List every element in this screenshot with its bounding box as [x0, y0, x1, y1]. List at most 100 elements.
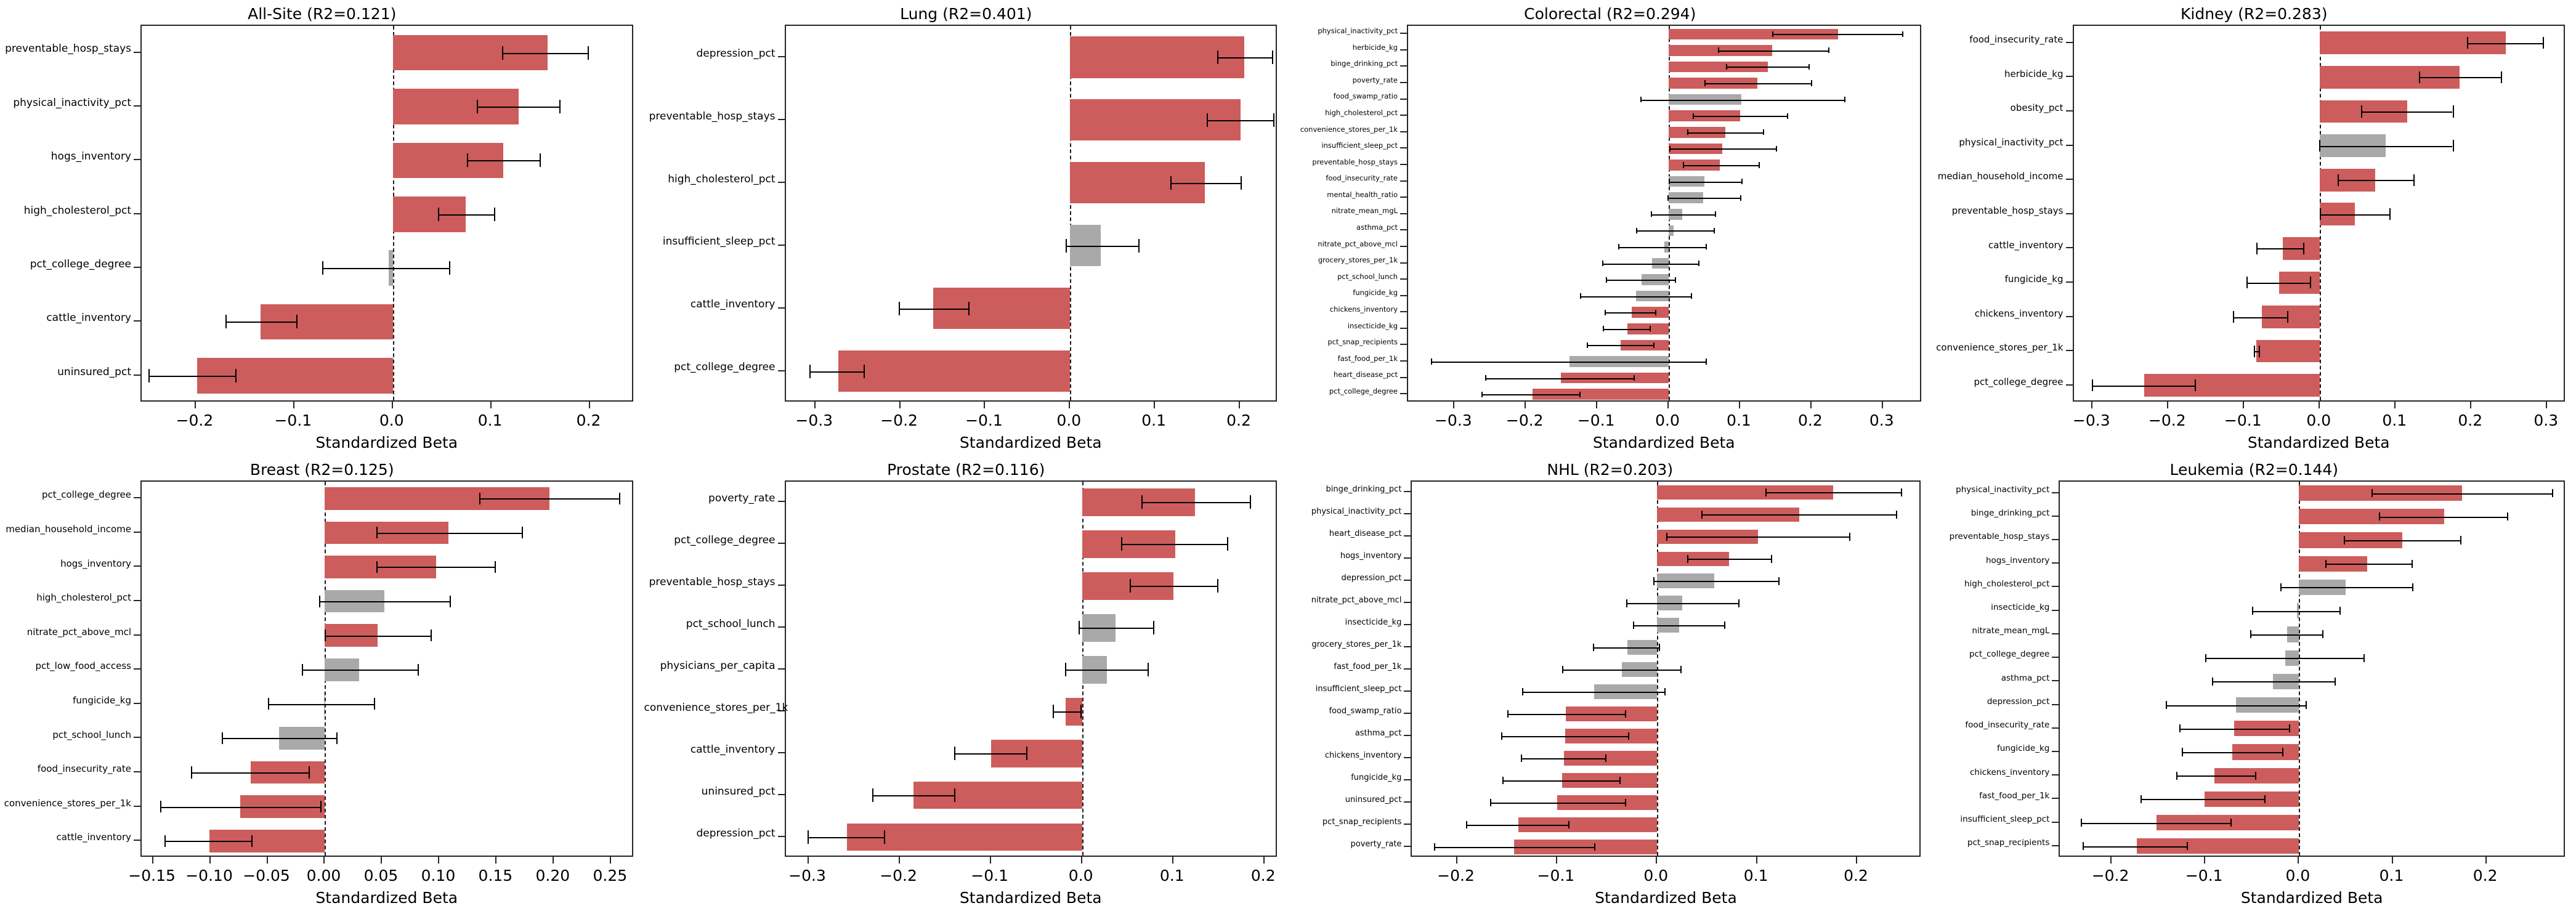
- error-bar-cap: [1602, 260, 1604, 267]
- error-bar-cap: [2141, 795, 2142, 803]
- error-bar-cap: [1586, 342, 1588, 348]
- x-axis-tick: [495, 857, 497, 864]
- error-bar-cap: [1667, 195, 1669, 201]
- error-bar-cap: [1901, 488, 1903, 496]
- y-axis-tick: [2052, 821, 2059, 823]
- error-bar-cap: [1481, 391, 1483, 397]
- x-axis-tick-label: −0.1: [965, 411, 1003, 429]
- x-axis-tick: [1172, 857, 1173, 864]
- error-bar: [1129, 586, 1217, 588]
- x-axis-tick-label: 0.25: [593, 867, 628, 885]
- x-axis-tick: [266, 857, 268, 864]
- error-bar: [2082, 846, 2187, 848]
- error-bar: [1653, 581, 1778, 583]
- panel-title: Breast (R2=0.125): [249, 460, 394, 479]
- bar: [1669, 160, 1720, 171]
- panel-kidney: Kidney (R2=0.283) food_insecurity_rate her…: [1932, 0, 2576, 456]
- y-axis-tick: [2052, 703, 2059, 705]
- plot-area: [2059, 480, 2565, 857]
- y-axis-tick-label: pct_low_food_access: [35, 660, 131, 672]
- x-axis-tick-label: −0.1: [1577, 411, 1615, 429]
- error-bar-cap: [2335, 677, 2336, 686]
- error-bar: [2337, 180, 2413, 182]
- bar: [2285, 650, 2299, 666]
- error-bar-cap: [1619, 776, 1621, 785]
- error-bar-cap: [1490, 798, 1492, 807]
- error-bar: [502, 52, 588, 54]
- error-bar-cap: [1687, 555, 1688, 563]
- error-bar-cap: [1121, 537, 1123, 551]
- y-axis-tick-label: poverty_rate: [1352, 75, 1398, 84]
- error-bar-cap: [2254, 771, 2256, 780]
- bar: [1082, 655, 1107, 684]
- bar: [389, 250, 393, 286]
- y-axis-tick: [134, 565, 140, 567]
- error-bar-cap: [2413, 174, 2415, 186]
- error-bar-cap: [322, 261, 323, 275]
- error-bar-cap: [1649, 326, 1651, 332]
- error-bar-cap: [2182, 748, 2184, 756]
- error-bar-cap: [2176, 771, 2178, 780]
- bar: [2236, 697, 2299, 713]
- error-bar: [2092, 385, 2195, 387]
- bar: [2299, 509, 2445, 525]
- y-axis-tick: [777, 668, 785, 670]
- y-axis-tick: [777, 501, 785, 503]
- error-bar-cap: [1693, 113, 1695, 119]
- bar: [2256, 339, 2320, 363]
- x-axis-tick: [2391, 857, 2393, 864]
- y-axis-tick-label: binge_drinking_pct: [1970, 508, 2050, 519]
- y-axis-tick-label: nitrate_pct_above_mcl: [1311, 595, 1402, 605]
- error-bar-cap: [1664, 688, 1666, 696]
- y-axis-tick-label: asthma_pct: [2001, 673, 2050, 683]
- x-axis-tick: [293, 401, 294, 408]
- error-bar: [376, 532, 522, 534]
- error-bar: [1635, 230, 1714, 232]
- error-bar: [954, 753, 1027, 755]
- y-axis-tick: [1404, 646, 1411, 648]
- panel-all-site: All-Site (R2=0.121) preventable_hosp_stay…: [0, 0, 644, 456]
- x-axis-tick-label: 0.0: [1056, 411, 1082, 429]
- error-bar: [1687, 559, 1772, 561]
- y-axis-tick: [1400, 115, 1407, 116]
- y-axis-tick: [1400, 278, 1407, 280]
- error-bar-cap: [1626, 599, 1627, 607]
- x-axis-tick: [194, 401, 196, 408]
- error-bar-cap: [325, 630, 326, 642]
- bar: [846, 823, 1082, 851]
- x-axis-tick: [152, 857, 153, 864]
- y-axis-tick-label: preventable_hosp_stays: [649, 110, 776, 123]
- y-axis-tick-label: fungicide_kg: [73, 695, 131, 707]
- error-bar-cap: [148, 368, 150, 383]
- y-axis-tick: [2065, 384, 2073, 386]
- x-axis-tick-label: −0.1: [971, 867, 1008, 885]
- x-axis-tick: [1525, 401, 1526, 408]
- error-bar-cap: [1701, 511, 1703, 519]
- x-axis-tick: [1069, 401, 1071, 408]
- error-bar: [1141, 502, 1250, 504]
- bar: [1657, 596, 1682, 611]
- bar: [2232, 744, 2299, 760]
- y-axis-tick-label: food_insecurity_rate: [1965, 720, 2050, 731]
- y-axis-tick: [134, 702, 140, 704]
- error-bar: [438, 214, 495, 216]
- y-axis-tick-label: chickens_inventory: [1974, 307, 2064, 319]
- error-bar-cap: [1217, 50, 1218, 64]
- x-axis-tick: [209, 857, 211, 864]
- x-axis-tick: [610, 857, 612, 864]
- y-axis-tick-label: cattle_inventory: [56, 832, 132, 843]
- error-bar: [164, 841, 252, 843]
- plot-area: [140, 480, 633, 857]
- plot-area: [140, 25, 633, 402]
- x-axis-tick-label: −0.2: [880, 867, 917, 885]
- error-bar-cap: [1653, 577, 1655, 585]
- error-bar: [2182, 752, 2282, 754]
- y-axis-tick: [777, 55, 785, 57]
- y-axis-tick-label: physical_inactivity_pct: [1311, 507, 1402, 517]
- bar: [1669, 127, 1725, 138]
- x-axis-tick: [381, 857, 383, 864]
- error-bar: [2378, 516, 2508, 518]
- panel-title: Leukemia (R2=0.144): [2169, 460, 2339, 479]
- error-bar-cap: [1080, 705, 1082, 719]
- y-axis-tick: [777, 626, 785, 628]
